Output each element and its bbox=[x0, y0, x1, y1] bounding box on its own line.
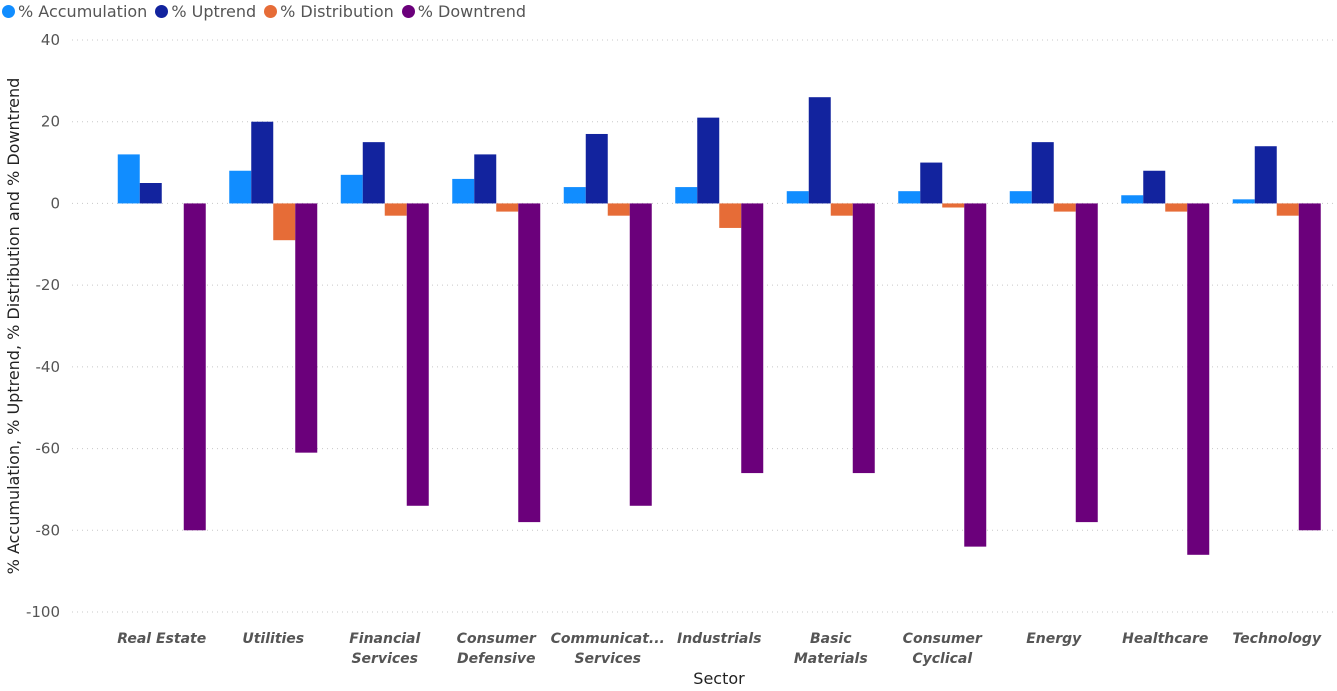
bar[interactable] bbox=[942, 203, 965, 208]
legend-item-downtrend[interactable]: % Downtrend bbox=[401, 1, 527, 21]
y-tick-label: -40 bbox=[36, 358, 61, 376]
y-tick-label: -60 bbox=[36, 440, 61, 458]
legend-label-downtrend: % Downtrend bbox=[417, 1, 527, 21]
bar[interactable] bbox=[898, 191, 921, 204]
bar[interactable] bbox=[585, 133, 608, 204]
bar[interactable] bbox=[920, 162, 943, 204]
bar[interactable] bbox=[719, 203, 742, 228]
x-axis-title: Sector bbox=[693, 669, 745, 687]
x-tick-label: Financial Services bbox=[349, 631, 420, 667]
y-tick-label: 0 bbox=[50, 194, 60, 212]
bar[interactable] bbox=[1143, 170, 1166, 204]
y-tick-label: 40 bbox=[41, 31, 60, 49]
x-tick-label: Basic Materials bbox=[794, 631, 868, 667]
legend-label-accumulation: % Accumulation bbox=[18, 1, 148, 21]
bar[interactable] bbox=[452, 178, 475, 204]
bar[interactable] bbox=[251, 121, 274, 204]
bar[interactable] bbox=[629, 203, 652, 506]
bar[interactable] bbox=[139, 183, 162, 204]
x-tick-label: Consumer Cyclical bbox=[903, 631, 983, 667]
legend-item-distribution[interactable]: % Distribution bbox=[264, 2, 394, 21]
legend-item-accumulation[interactable]: % Accumulation bbox=[2, 2, 147, 21]
legend-swatch-downtrend bbox=[401, 4, 415, 18]
bar[interactable] bbox=[474, 154, 497, 204]
bar[interactable] bbox=[1031, 142, 1054, 204]
x-tick-label: Consumer Defensive bbox=[457, 631, 537, 667]
legend-swatch-distribution bbox=[264, 4, 278, 18]
y-tick-label: -20 bbox=[36, 276, 61, 294]
legend: % Accumulation % Uptrend % Distribution … bbox=[2, 0, 534, 22]
bar[interactable] bbox=[1053, 203, 1076, 212]
bar[interactable] bbox=[406, 203, 429, 506]
bar[interactable] bbox=[697, 117, 720, 204]
bar[interactable] bbox=[518, 203, 541, 523]
legend-item-uptrend[interactable]: % Uptrend bbox=[155, 2, 256, 21]
bar[interactable] bbox=[786, 191, 809, 204]
bar[interactable] bbox=[1009, 191, 1032, 204]
bar[interactable] bbox=[830, 203, 853, 216]
bar[interactable] bbox=[741, 203, 764, 474]
x-tick-label: Healthcare bbox=[1122, 631, 1208, 647]
x-axis-ticks: Real Estate Utilities Financial Services Con… bbox=[117, 631, 1322, 667]
bar[interactable] bbox=[808, 97, 831, 204]
bar[interactable] bbox=[384, 203, 407, 216]
bar[interactable] bbox=[340, 174, 363, 204]
bar[interactable] bbox=[1298, 203, 1321, 531]
bar[interactable] bbox=[1165, 203, 1188, 212]
bar[interactable] bbox=[295, 203, 318, 453]
bars bbox=[117, 97, 1321, 555]
legend-swatch-uptrend bbox=[155, 4, 169, 18]
x-tick-label: Technology bbox=[1232, 631, 1322, 647]
x-tick-label: Utilities bbox=[242, 631, 304, 647]
bar[interactable] bbox=[1187, 203, 1210, 555]
bar[interactable] bbox=[852, 203, 875, 474]
bar[interactable] bbox=[273, 203, 296, 241]
y-axis-title: % Accumulation, % Uptrend, % Distributio… bbox=[4, 78, 23, 575]
bar[interactable] bbox=[496, 203, 519, 212]
bar[interactable] bbox=[1254, 146, 1277, 204]
bar[interactable] bbox=[117, 154, 140, 204]
bar[interactable] bbox=[362, 142, 385, 204]
legend-label-uptrend: % Uptrend bbox=[171, 1, 257, 21]
y-tick-label: -100 bbox=[26, 603, 60, 621]
bar[interactable] bbox=[229, 170, 252, 204]
bar[interactable] bbox=[563, 187, 586, 204]
y-tick-label: 20 bbox=[41, 113, 60, 131]
bar[interactable] bbox=[1276, 203, 1299, 216]
x-tick-label: Energy bbox=[1026, 631, 1082, 647]
bar[interactable] bbox=[1075, 203, 1098, 523]
bar[interactable] bbox=[675, 187, 698, 204]
y-tick-label: -80 bbox=[36, 521, 61, 539]
x-tick-label: Real Estate bbox=[117, 631, 206, 647]
bar[interactable] bbox=[183, 203, 206, 531]
bar[interactable] bbox=[964, 203, 987, 547]
y-axis-ticks: 40 20 0 -20 -40 -60 -80 -100 bbox=[26, 31, 60, 621]
x-tick-label: Industrials bbox=[677, 631, 761, 647]
bar[interactable] bbox=[1121, 195, 1144, 204]
legend-swatch-accumulation bbox=[2, 4, 15, 18]
x-tick-label: Communicat... Services bbox=[551, 631, 665, 667]
legend-label-distribution: % Distribution bbox=[280, 1, 394, 21]
bar[interactable] bbox=[607, 203, 630, 216]
bar[interactable] bbox=[1232, 199, 1255, 204]
